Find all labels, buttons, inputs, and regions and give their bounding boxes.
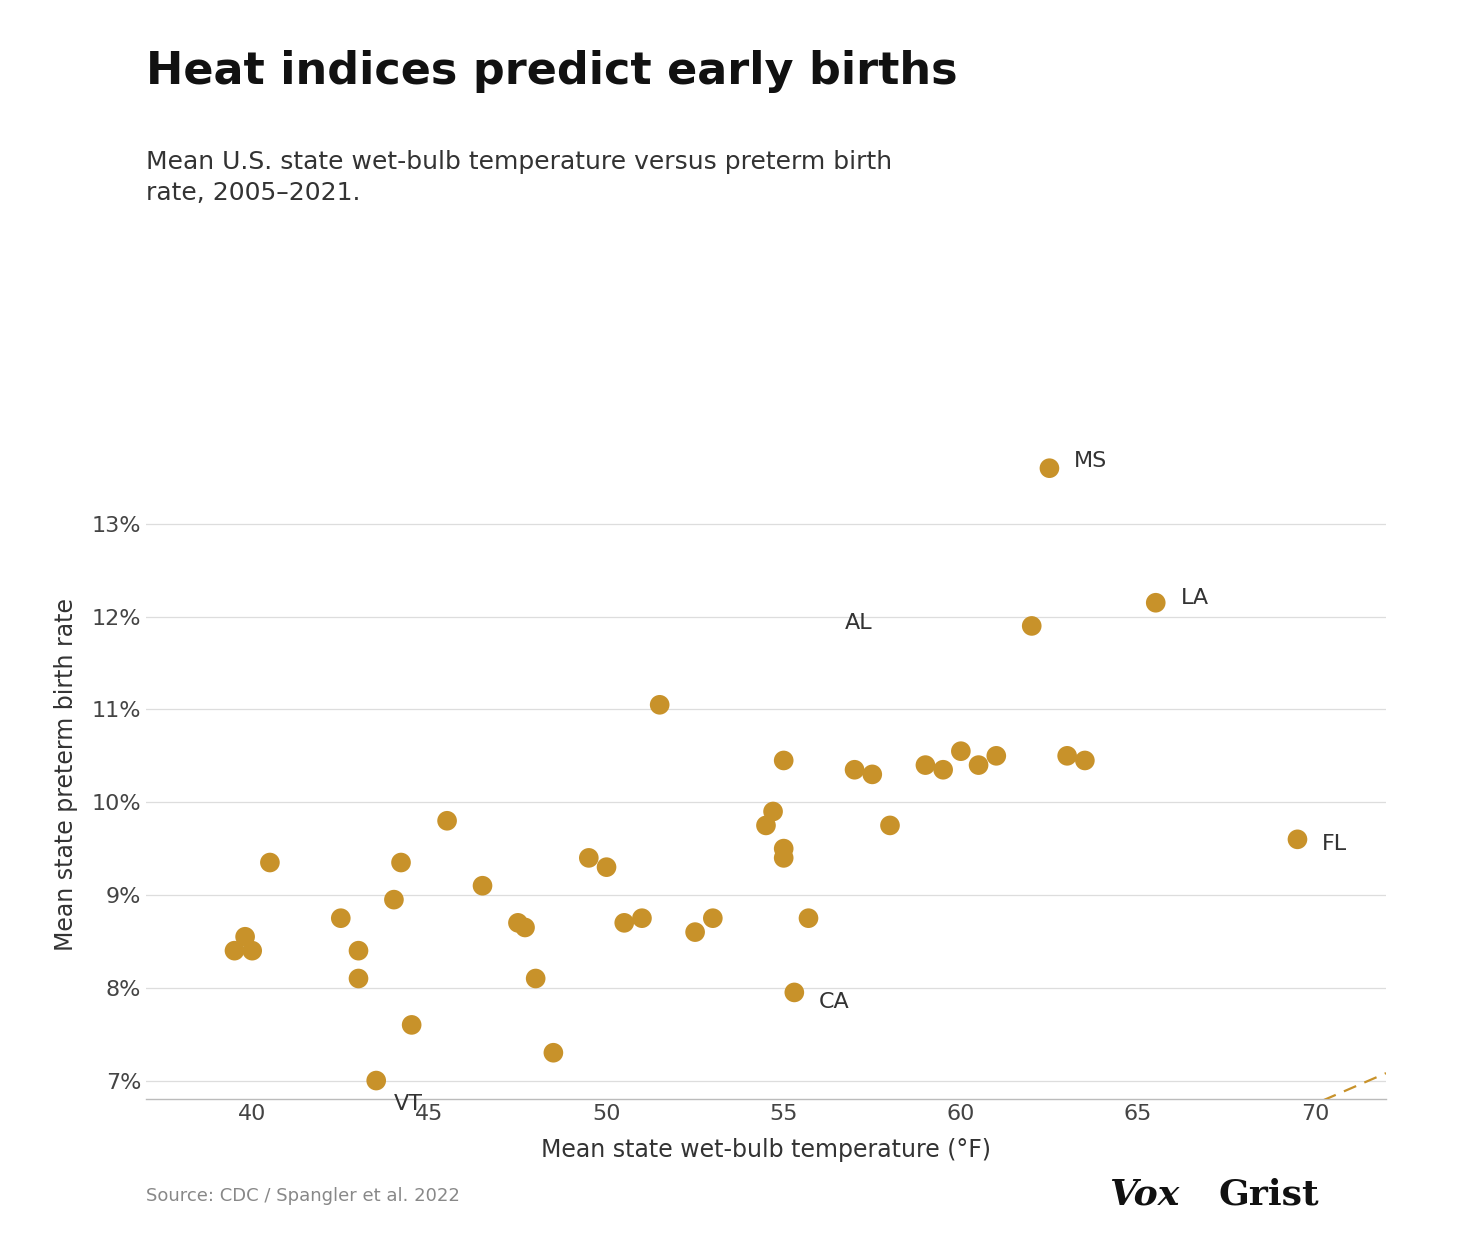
Text: AL: AL [845, 613, 872, 633]
Point [1144, 593, 1167, 613]
Point [950, 741, 973, 761]
Point [241, 940, 264, 960]
Point [1020, 616, 1043, 636]
Point [1285, 829, 1309, 849]
Point [330, 908, 353, 928]
Point [435, 811, 458, 831]
X-axis label: Mean state wet-bulb temperature (°F): Mean state wet-bulb temperature (°F) [541, 1138, 991, 1162]
Point [754, 816, 778, 836]
Point [1037, 458, 1061, 478]
Point [772, 751, 795, 771]
Point [772, 838, 795, 858]
Point [782, 983, 805, 1003]
Text: FL: FL [1322, 834, 1348, 854]
Point [772, 848, 795, 868]
Point [613, 913, 636, 933]
Point [595, 857, 619, 877]
Point [843, 759, 867, 779]
Point [967, 756, 991, 776]
Point [702, 908, 725, 928]
Point [541, 1043, 565, 1063]
Point [630, 908, 654, 928]
Point [1055, 746, 1078, 766]
Point [382, 889, 406, 909]
Point [514, 918, 537, 938]
Text: Vox: Vox [1109, 1178, 1179, 1212]
Text: Heat indices predict early births: Heat indices predict early births [146, 50, 957, 92]
Point [648, 694, 671, 714]
Point [390, 853, 413, 873]
Text: MS: MS [1074, 451, 1107, 471]
Y-axis label: Mean state preterm birth rate: Mean state preterm birth rate [54, 598, 77, 950]
Point [524, 968, 547, 988]
Point [762, 802, 785, 822]
Point [223, 940, 247, 960]
Text: Mean U.S. state wet-bulb temperature versus preterm birth
rate, 2005–2021.: Mean U.S. state wet-bulb temperature ver… [146, 150, 891, 206]
Point [506, 913, 530, 933]
Point [985, 746, 1008, 766]
Point [365, 1070, 388, 1090]
Text: CA: CA [818, 992, 851, 1012]
Text: VT: VT [394, 1094, 423, 1114]
Point [797, 908, 820, 928]
Point [1074, 751, 1097, 771]
Point [347, 968, 371, 988]
Text: LA: LA [1180, 588, 1208, 608]
Text: Grist: Grist [1218, 1178, 1319, 1212]
Point [347, 940, 371, 960]
Point [861, 764, 884, 784]
Text: Source: CDC / Spangler et al. 2022: Source: CDC / Spangler et al. 2022 [146, 1188, 460, 1205]
Point [683, 922, 706, 942]
Point [400, 1015, 423, 1035]
Point [913, 756, 937, 776]
Point [878, 816, 902, 836]
Point [931, 759, 954, 779]
Point [258, 853, 282, 873]
Point [233, 927, 257, 947]
Point [471, 876, 495, 896]
Point [578, 848, 601, 868]
